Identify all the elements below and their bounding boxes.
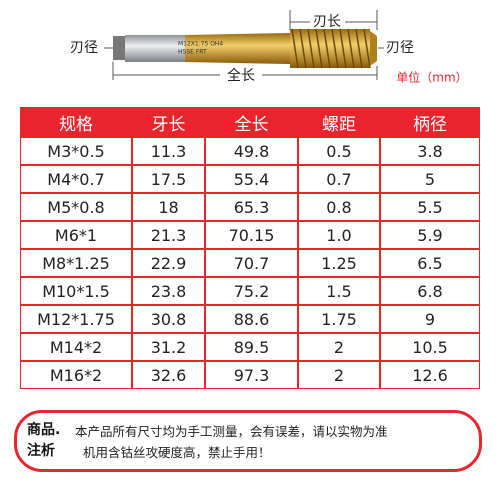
table-cell: 1.0 [298,221,380,249]
table-cell: 1.25 [298,249,380,277]
diameter-label: 刃径 [386,40,414,56]
table-cell: M5*0.8 [20,193,132,221]
table-row: M4*0.7 17.5 55.4 0.7 5 [20,165,480,193]
neck [185,33,290,64]
note-label: 注析 [27,443,55,459]
diameter-label: 刃径 [70,40,98,56]
threads [290,28,377,69]
table-cell: 2 [298,333,380,361]
table-cell: M8*1.25 [20,249,132,277]
shank [125,35,185,62]
table-cell: M4*0.7 [20,165,132,193]
table-cell: 3.8 [380,137,480,165]
total-length-label: 全长 [227,67,255,84]
table-row: M3*0.5 11.3 49.8 0.5 3.8 [20,137,480,165]
table-row: M14*2 31.2 89.5 2 10.5 [20,333,480,361]
unit-label: 单位（mm） [396,70,467,85]
spec-table: 规格 牙长 全长 螺距 柄径 M3*0.5 11.3 49.8 0.5 3.8 M4*0.7 17.… [20,107,480,389]
header-cell: 全长 [234,114,269,135]
table-cell: 75.2 [205,277,298,305]
table-cell: 11.3 [132,137,205,165]
table-cell: M14*2 [20,333,132,361]
table-cell: 21.3 [132,221,205,249]
table-cell: 23.8 [132,277,205,305]
table-cell: 30.8 [132,305,205,333]
table-cell: 65.3 [205,193,298,221]
table-cell: M3*0.5 [20,137,132,165]
table-row: M6*1 21.3 70.15 1.0 5.9 [20,221,480,249]
header-cell: 螺距 [322,114,356,135]
note-box: 商品. 注析 本产品所有尺寸均为手工测量，会有误差，请以实物为准 机用含钴丝攻硬… [14,410,482,472]
table-cell: M6*1 [20,221,132,249]
table-cell: 5.9 [380,221,480,249]
engraving: HSSE FRT [178,49,207,56]
table-cell: 0.5 [298,137,380,165]
table-cell: M10*1.5 [20,277,132,305]
tap-diagram: M12X1.75 OH4 HSSE FRT 刃长 全长 刃径 刃径 单位（mm） [70,10,468,85]
blade-length-label: 刃长 [313,14,341,30]
table-cell: 0.7 [298,165,380,193]
table-cell: 5.5 [380,193,480,221]
table-cell: 1.5 [298,277,380,305]
table-cell: 89.5 [205,333,298,361]
table-cell: 97.3 [205,361,298,389]
table-cell: 10.5 [380,333,480,361]
table-cell: 70.15 [205,221,298,249]
table-row: M12*1.75 30.8 88.6 1.75 9 [20,305,480,333]
note-text: 机用含钴丝攻硬度高，禁止手用！ [83,445,271,460]
engraving: M12X1.75 OH4 [178,41,223,48]
table-cell: 88.6 [205,305,298,333]
table-cell: 55.4 [205,165,298,193]
table-cell: 6.8 [380,277,480,305]
table-row: M16*2 32.6 97.3 2 12.6 [20,361,480,389]
table-cell: 9 [380,305,480,333]
table-cell: M16*2 [20,361,132,389]
table-row: M10*1.5 23.8 75.2 1.5 6.8 [20,277,480,305]
header-row: 规格 牙长 全长 螺距 柄径 [20,107,480,137]
table-cell: 31.2 [132,333,205,361]
table-cell: 2 [298,361,380,389]
table-cell: 70.7 [205,249,298,277]
table-row: M8*1.25 22.9 70.7 1.25 6.5 [20,249,480,277]
table-cell: 5 [380,165,480,193]
header-cell: 牙长 [151,114,186,135]
table-cell: 17.5 [132,165,205,193]
table-cell: 32.6 [132,361,205,389]
table-cell: M12*1.75 [20,305,132,333]
note-text: 本产品所有尺寸均为手工测量，会有误差，请以实物为准 [75,424,388,439]
table-cell: 49.8 [205,137,298,165]
note-label: 商品. [27,422,61,438]
table-cell: 1.75 [298,305,380,333]
table-cell: 22.9 [132,249,205,277]
header-cell: 规格 [59,114,93,135]
square-end [113,36,127,60]
header-cell: 柄径 [413,114,447,135]
table-cell: 0.8 [298,193,380,221]
table-cell: 6.5 [380,249,480,277]
table-cell: 18 [132,193,205,221]
table-row: M5*0.8 18 65.3 0.8 5.5 [20,193,480,221]
table-cell: 12.6 [380,361,480,389]
